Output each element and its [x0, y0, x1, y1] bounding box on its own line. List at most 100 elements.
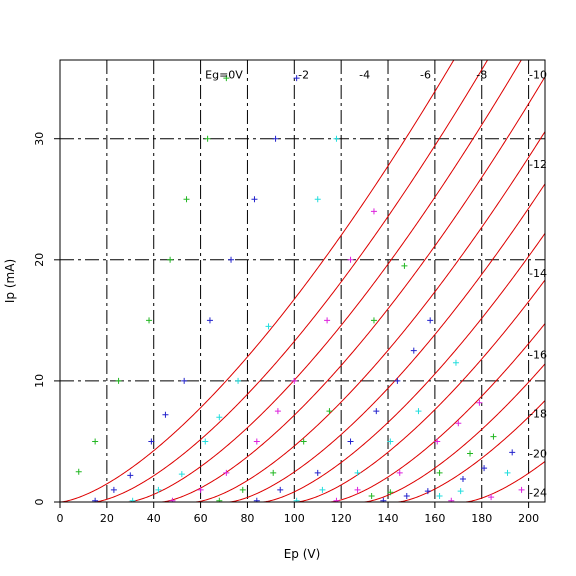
- measured-point: [387, 489, 394, 496]
- model-curve: [228, 182, 545, 502]
- measured-point: [239, 486, 246, 493]
- measured-point: [253, 438, 260, 445]
- x-tick-label: 60: [194, 512, 208, 525]
- axes: 0 20 40 60 80 100 120 140 160 180 200 0 10 20 30: [33, 132, 539, 525]
- measured-point: [197, 486, 204, 493]
- measured-point: [394, 377, 401, 384]
- measured-point: [387, 438, 394, 445]
- x-tick-label: 140: [378, 512, 399, 525]
- curve-labels: Eg=0V -2 -4 -6 -8 -10 -12 -14 -16 -18 -20 -24: [205, 69, 547, 500]
- x-tick-label: 40: [147, 512, 161, 525]
- measured-point: [216, 414, 223, 421]
- curve-label: -12: [529, 158, 547, 171]
- measured-point: [347, 256, 354, 263]
- curve-label: -2: [298, 69, 309, 82]
- y-tick-label: 0: [33, 499, 46, 506]
- measured-point: [457, 488, 464, 495]
- x-tick-label: 20: [100, 512, 114, 525]
- x-tick-label: 0: [57, 512, 64, 525]
- measured-point: [333, 135, 340, 142]
- measured-point: [223, 75, 230, 82]
- measured-point: [270, 469, 277, 476]
- measured-point: [509, 449, 516, 456]
- x-tick-label: 200: [518, 512, 539, 525]
- measured-point: [115, 377, 122, 384]
- y-axis-title: Ip (mA): [3, 259, 17, 303]
- x-tick-label: 160: [424, 512, 445, 525]
- measured-point: [347, 438, 354, 445]
- measured-point: [293, 75, 300, 82]
- measured-point: [235, 377, 242, 384]
- measured-point: [354, 469, 361, 476]
- measured-point: [277, 486, 284, 493]
- measured-point: [370, 208, 377, 215]
- model-curve: [397, 399, 545, 502]
- model-curve: [296, 279, 545, 502]
- measured-point: [162, 411, 169, 418]
- measured-point: [436, 492, 443, 499]
- measured-point: [436, 469, 443, 476]
- measured-point: [455, 420, 462, 427]
- measured-point: [403, 492, 410, 499]
- measured-point: [488, 494, 495, 501]
- measured-point: [373, 408, 380, 415]
- measured-point: [368, 492, 375, 499]
- measured-point: [206, 317, 213, 324]
- measured-point: [181, 377, 188, 384]
- measured-point: [178, 471, 185, 478]
- measured-point: [481, 465, 488, 472]
- measured-point: [410, 347, 417, 354]
- measured-point: [380, 497, 387, 502]
- measured-point: [326, 408, 333, 415]
- measured-point: [401, 262, 408, 269]
- measured-point: [319, 486, 326, 493]
- measured-point: [370, 317, 377, 324]
- measured-point: [228, 256, 235, 263]
- measured-point: [274, 408, 281, 415]
- curve-label: -4: [359, 69, 370, 82]
- measured-point: [92, 497, 99, 502]
- measured-point: [396, 469, 403, 476]
- measured-point: [146, 317, 153, 324]
- measured-point: [169, 497, 176, 502]
- curve-label: -16: [529, 348, 547, 361]
- measured-point: [448, 497, 455, 502]
- x-tick-label: 180: [471, 512, 492, 525]
- measured-point: [127, 472, 134, 479]
- curve-label: -8: [476, 69, 487, 82]
- curve-label: -14: [529, 267, 547, 280]
- measured-point: [314, 469, 321, 476]
- measured-point: [415, 408, 422, 415]
- measured-point: [129, 497, 136, 502]
- model-curve: [464, 460, 545, 502]
- model-curve: [262, 232, 545, 502]
- measured-point: [476, 399, 483, 406]
- measured-point: [324, 317, 331, 324]
- measured-point: [223, 469, 230, 476]
- measured-point: [183, 196, 190, 203]
- measured-point: [504, 469, 511, 476]
- measured-point: [333, 497, 340, 502]
- measured-point: [253, 497, 260, 502]
- measured-point: [202, 438, 209, 445]
- measured-point: [434, 438, 441, 445]
- measured-point: [167, 256, 174, 263]
- x-tick-label: 80: [240, 512, 254, 525]
- x-axis-title: Ep (V): [284, 547, 321, 561]
- measured-point: [427, 317, 434, 324]
- model-curve: [60, 60, 455, 502]
- measured-point: [354, 486, 361, 493]
- curve-label: Eg=0V: [205, 69, 243, 82]
- measured-point: [216, 497, 223, 502]
- y-tick-label: 30: [33, 132, 46, 146]
- measured-point: [459, 475, 466, 482]
- measured-point: [75, 468, 82, 475]
- measured-point: [291, 377, 298, 384]
- measured-point: [265, 323, 272, 330]
- measured-point: [300, 438, 307, 445]
- measured-point: [155, 486, 162, 493]
- measured-point: [490, 433, 497, 440]
- measured-point: [272, 135, 279, 142]
